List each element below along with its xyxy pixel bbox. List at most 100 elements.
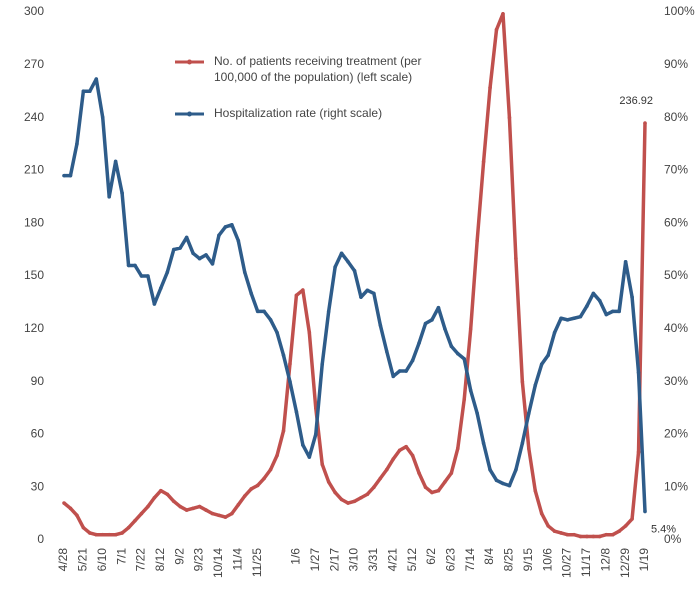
point [333, 490, 337, 495]
point [539, 511, 544, 516]
point [159, 488, 163, 493]
y-tick-label: 150 [24, 268, 44, 282]
point [352, 499, 357, 504]
y2-tick-label: 100% [664, 4, 695, 18]
point [62, 173, 66, 178]
point [133, 518, 137, 523]
legend-line: No. of patients receiving treatment (per [214, 54, 421, 68]
point [410, 453, 415, 458]
point [578, 534, 583, 539]
point [320, 462, 325, 467]
y-tick-label: 240 [24, 110, 44, 124]
point [301, 443, 305, 447]
point [191, 251, 195, 256]
point [488, 467, 492, 472]
point [514, 256, 518, 261]
point [559, 316, 563, 321]
point [449, 344, 454, 349]
x-tick-label: 11/17 [579, 548, 593, 577]
point [636, 450, 641, 454]
point [184, 508, 189, 512]
x-tick-label: 9/23 [192, 548, 206, 572]
point [455, 351, 460, 356]
point [397, 369, 402, 373]
point [591, 291, 596, 296]
point [217, 233, 221, 238]
point [378, 476, 383, 481]
point [236, 238, 241, 243]
point [423, 485, 428, 490]
point [281, 429, 286, 433]
y2-tick-label: 0% [664, 532, 682, 546]
point [255, 309, 260, 314]
point [242, 270, 247, 275]
y2-tick-label: 20% [664, 427, 688, 441]
point [546, 353, 550, 358]
point [275, 330, 279, 335]
point [339, 251, 344, 256]
point [236, 503, 241, 507]
point [197, 256, 202, 261]
point [643, 121, 647, 125]
point [281, 353, 286, 358]
point [223, 225, 228, 229]
y-tick-label: 90 [31, 374, 45, 388]
point [346, 259, 350, 264]
x-tick-label: 10/27 [560, 548, 574, 578]
point [139, 511, 144, 516]
point [75, 513, 79, 518]
point [359, 495, 363, 500]
point [178, 246, 182, 250]
point [598, 299, 602, 303]
point [546, 524, 550, 528]
point [204, 253, 208, 257]
point [126, 263, 131, 268]
x-tick-label: 7/14 [463, 548, 477, 572]
point [146, 504, 150, 509]
point [468, 327, 473, 331]
point [178, 504, 182, 509]
point [159, 286, 163, 290]
point [307, 455, 312, 459]
x-tick-label: 5/12 [405, 548, 419, 572]
data-label: 5.4% [651, 523, 676, 535]
point [565, 318, 570, 322]
point [630, 517, 634, 521]
point [94, 532, 99, 537]
x-tick-label: 1/6 [289, 548, 303, 565]
point [623, 259, 628, 264]
point [230, 222, 234, 227]
point [217, 513, 221, 518]
x-tick-label: 6/10 [95, 548, 109, 572]
point [559, 531, 563, 535]
x-tick-label: 11/4 [230, 548, 244, 571]
point [365, 492, 370, 497]
point [455, 446, 460, 451]
y2-tick-label: 90% [664, 57, 688, 71]
point [197, 504, 202, 509]
point [126, 525, 131, 530]
x-tick-label: 5/21 [76, 548, 90, 572]
x-tick-label: 10/6 [540, 548, 554, 572]
point [268, 467, 273, 472]
y2-tick-label: 50% [664, 268, 688, 282]
point [417, 341, 421, 345]
point [372, 485, 376, 490]
point [410, 358, 415, 363]
point [391, 374, 396, 379]
y2-tick-label: 30% [664, 374, 688, 388]
point [359, 295, 363, 299]
point [288, 362, 292, 366]
point [423, 321, 428, 326]
point [81, 525, 86, 530]
point [333, 265, 337, 269]
legend-marker [187, 59, 192, 65]
point [262, 476, 266, 481]
point [384, 467, 389, 472]
x-tick-label: 6/2 [424, 548, 438, 565]
x-tick-label: 2/17 [327, 548, 341, 572]
point [75, 142, 79, 146]
point [268, 318, 273, 322]
point [443, 327, 447, 331]
